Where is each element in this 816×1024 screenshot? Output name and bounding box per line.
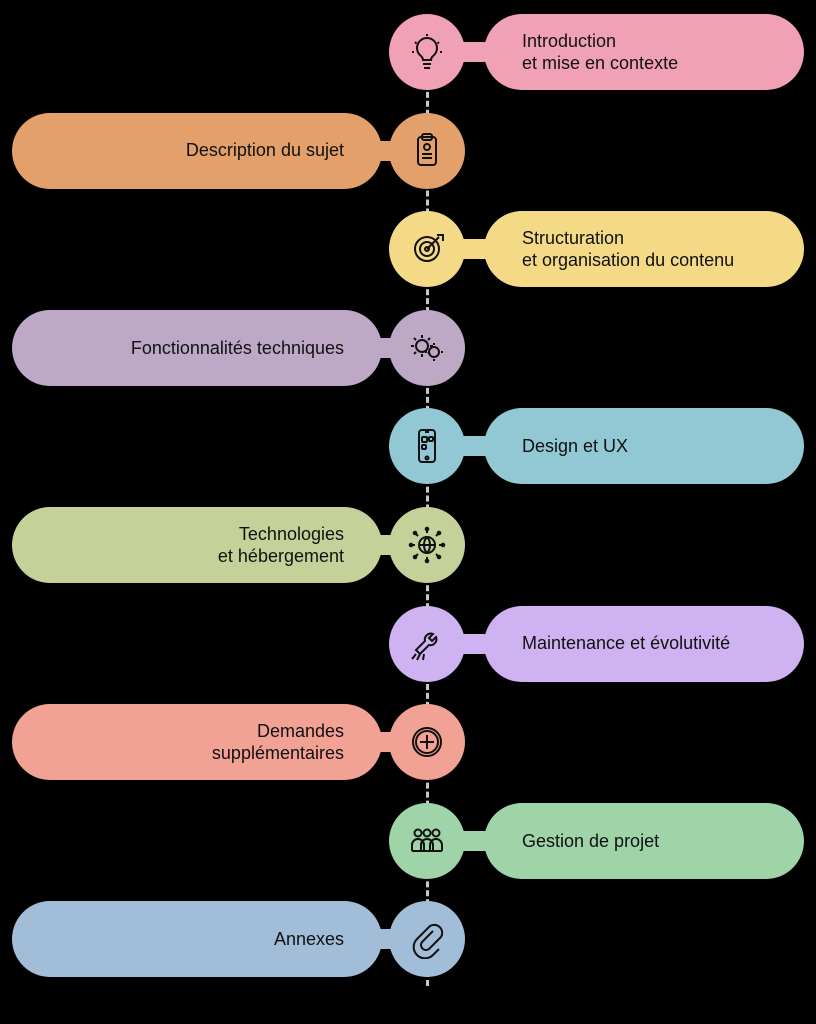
- wrench-icon: [407, 624, 447, 664]
- step-pill: Design et UX: [484, 408, 804, 484]
- step-label: Annexes: [274, 928, 344, 951]
- timeline-step: Technologies et hébergement: [0, 507, 816, 583]
- step-label: Fonctionnalités techniques: [131, 337, 344, 360]
- timeline-step: Annexes: [0, 901, 816, 977]
- step-label: Maintenance et évolutivité: [522, 632, 730, 655]
- step-label: Structuration et organisation du contenu: [522, 227, 734, 272]
- step-pill: Gestion de projet: [484, 803, 804, 879]
- timeline-step: Maintenance et évolutivité: [0, 606, 816, 682]
- phone-apps-icon: [407, 426, 447, 466]
- step-circle: [389, 901, 465, 977]
- lightbulb-icon: [407, 32, 447, 72]
- step-label: Design et UX: [522, 435, 628, 458]
- clipboard-icon: [407, 131, 447, 171]
- step-circle: [389, 704, 465, 780]
- step-pill: Maintenance et évolutivité: [484, 606, 804, 682]
- step-pill: Introduction et mise en contexte: [484, 14, 804, 90]
- step-circle: [389, 803, 465, 879]
- step-pill: Annexes: [12, 901, 382, 977]
- step-label: Demandes supplémentaires: [212, 720, 344, 765]
- gears-icon: [407, 328, 447, 368]
- step-label: Technologies et hébergement: [218, 523, 344, 568]
- timeline-step: Design et UX: [0, 408, 816, 484]
- step-circle: [389, 14, 465, 90]
- timeline-step: Gestion de projet: [0, 803, 816, 879]
- timeline-step: Description du sujet: [0, 113, 816, 189]
- step-circle: [389, 113, 465, 189]
- step-pill: Technologies et hébergement: [12, 507, 382, 583]
- timeline-step: Fonctionnalités techniques: [0, 310, 816, 386]
- step-label: Gestion de projet: [522, 830, 659, 853]
- step-pill: Demandes supplémentaires: [12, 704, 382, 780]
- paperclip-icon: [407, 919, 447, 959]
- step-circle: [389, 408, 465, 484]
- timeline-step: Demandes supplémentaires: [0, 704, 816, 780]
- team-icon: [407, 821, 447, 861]
- target-icon: [407, 229, 447, 269]
- step-circle: [389, 310, 465, 386]
- step-circle: [389, 507, 465, 583]
- step-pill: Structuration et organisation du contenu: [484, 211, 804, 287]
- step-circle: [389, 606, 465, 682]
- step-label: Introduction et mise en contexte: [522, 30, 678, 75]
- timeline-step: Structuration et organisation du contenu: [0, 211, 816, 287]
- step-pill: Description du sujet: [12, 113, 382, 189]
- plus-icon: [407, 722, 447, 762]
- step-circle: [389, 211, 465, 287]
- step-pill: Fonctionnalités techniques: [12, 310, 382, 386]
- chip-globe-icon: [407, 525, 447, 565]
- timeline-step: Introduction et mise en contexte: [0, 14, 816, 90]
- step-label: Description du sujet: [186, 139, 344, 162]
